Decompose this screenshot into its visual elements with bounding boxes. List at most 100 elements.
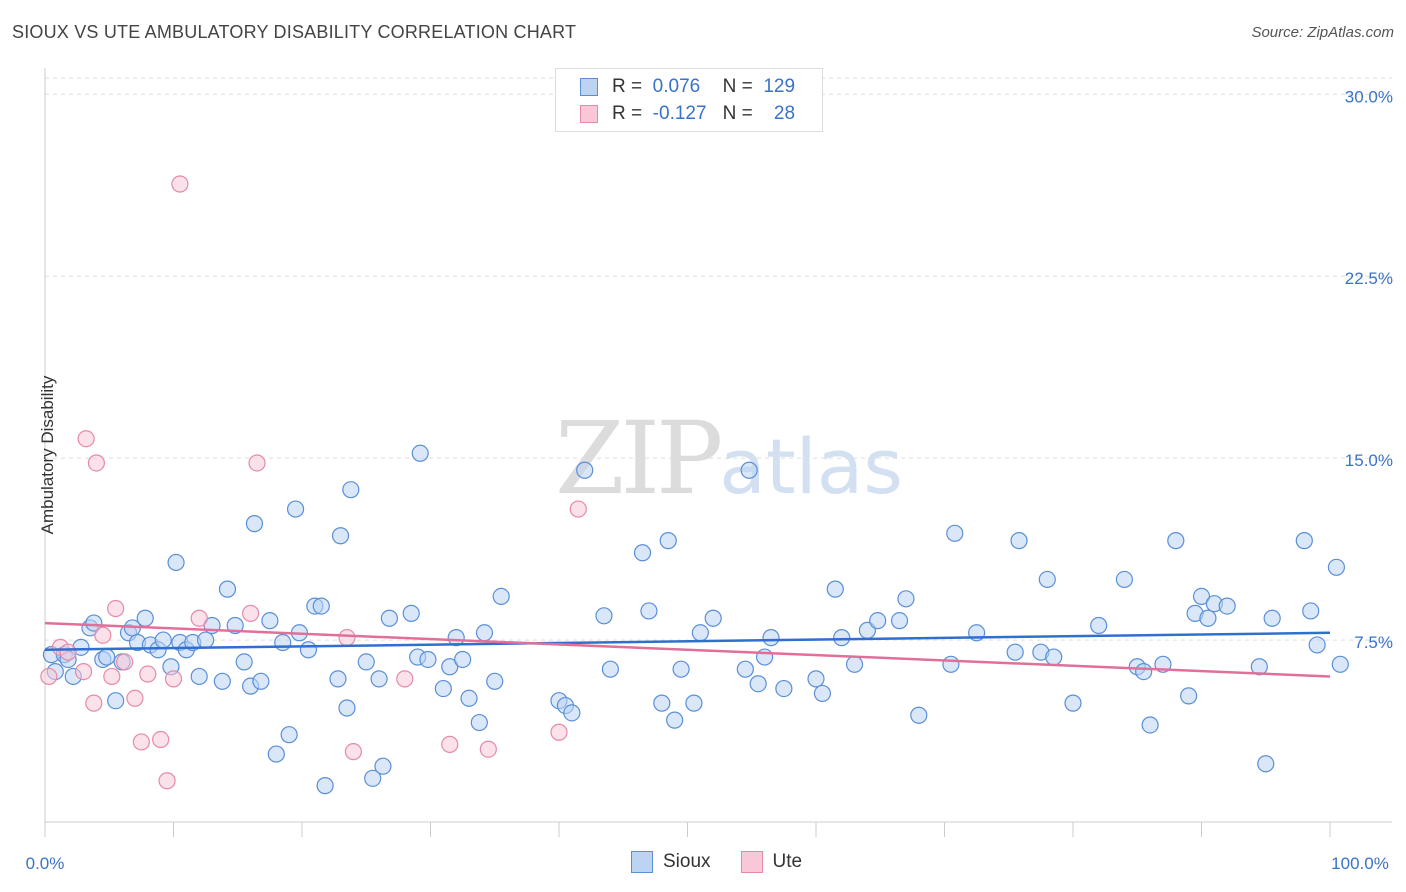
sioux-point bbox=[460, 689, 478, 707]
sioux-point bbox=[197, 631, 215, 649]
ute-point bbox=[158, 772, 176, 790]
sioux-point bbox=[1064, 694, 1082, 712]
sioux-point bbox=[226, 616, 244, 635]
y-tick-label: 7.5% bbox=[1354, 633, 1393, 652]
sioux-point bbox=[441, 658, 459, 676]
legend-n-value: 28 bbox=[773, 103, 796, 124]
sioux-point bbox=[1308, 636, 1326, 654]
legend-item-ute: Ute bbox=[740, 851, 803, 873]
ute-point bbox=[190, 609, 208, 627]
sioux-point bbox=[563, 704, 581, 722]
ute-point bbox=[248, 454, 266, 472]
sioux-point bbox=[1327, 558, 1346, 576]
sioux-point bbox=[672, 660, 690, 678]
ute-swatch bbox=[580, 105, 598, 123]
sioux-point bbox=[1038, 570, 1056, 589]
ute-point bbox=[74, 662, 93, 681]
sioux-point bbox=[1006, 643, 1024, 661]
sioux-point bbox=[154, 631, 172, 649]
sioux-point bbox=[252, 672, 270, 690]
sioux-point bbox=[1199, 609, 1217, 627]
legend-r-label: R = bbox=[612, 103, 643, 124]
sioux-point bbox=[267, 745, 285, 763]
sioux-point bbox=[685, 694, 703, 712]
sioux-point bbox=[601, 660, 620, 678]
sioux-point bbox=[380, 609, 398, 627]
sioux-point bbox=[190, 667, 208, 686]
ute-point bbox=[152, 730, 170, 749]
sioux-point bbox=[826, 580, 844, 598]
sioux-point bbox=[749, 675, 767, 693]
sioux-point bbox=[331, 527, 350, 545]
ute-point bbox=[59, 643, 77, 661]
sioux-point bbox=[312, 597, 330, 615]
sioux-point bbox=[329, 670, 347, 688]
legend-row-ute: R = -0.127 N = 28 bbox=[580, 102, 795, 126]
sioux-point bbox=[338, 699, 356, 717]
sioux-point bbox=[736, 660, 754, 678]
sioux-point bbox=[1090, 616, 1108, 635]
sioux-point bbox=[1192, 587, 1211, 606]
sioux-point bbox=[475, 624, 494, 642]
source-label: Source: ZipAtlas.com bbox=[1251, 24, 1394, 41]
ute-point bbox=[171, 175, 189, 193]
ute-point bbox=[85, 694, 103, 712]
sioux-point bbox=[274, 633, 292, 652]
sioux-point bbox=[299, 641, 318, 659]
sioux-point bbox=[342, 481, 360, 499]
sioux-point bbox=[492, 587, 510, 606]
sioux-point bbox=[666, 711, 684, 729]
y-axis-label: Ambulatory Disability bbox=[38, 375, 57, 535]
sioux-point bbox=[869, 612, 887, 630]
ute-point bbox=[132, 733, 150, 751]
ute-point bbox=[126, 689, 144, 707]
sioux-point bbox=[357, 653, 375, 671]
ute-point bbox=[94, 626, 112, 644]
sioux-point bbox=[942, 655, 960, 673]
sioux-point bbox=[910, 706, 928, 724]
ute-point bbox=[479, 740, 497, 758]
legend-n-label: N = bbox=[722, 103, 753, 124]
sioux-point bbox=[890, 612, 909, 630]
sioux-swatch bbox=[580, 78, 598, 96]
sioux-point bbox=[1180, 687, 1198, 705]
ute-point bbox=[338, 629, 356, 647]
ute-point bbox=[344, 743, 362, 761]
sioux-point bbox=[245, 515, 264, 533]
legend-r-value: -0.127 bbox=[652, 103, 707, 124]
sioux-point bbox=[1218, 597, 1236, 615]
sioux-point bbox=[454, 650, 472, 669]
sioux-point bbox=[576, 461, 594, 479]
sioux-point bbox=[1141, 716, 1159, 734]
legend-label-sioux: Sioux bbox=[663, 851, 711, 872]
legend-label-ute: Ute bbox=[772, 851, 803, 872]
sioux-point bbox=[1135, 662, 1153, 681]
legend-item-sioux: Sioux bbox=[631, 851, 711, 873]
ute-point bbox=[396, 670, 414, 688]
ute-point bbox=[40, 667, 58, 686]
y-tick-label: 22.5% bbox=[1345, 269, 1393, 288]
ute-point bbox=[139, 665, 157, 683]
sioux-point bbox=[411, 444, 429, 462]
sioux-point bbox=[370, 670, 388, 688]
ute-point bbox=[569, 500, 587, 518]
sioux-point bbox=[447, 629, 465, 647]
sioux-point bbox=[946, 524, 964, 542]
ute-point bbox=[441, 735, 459, 753]
sioux-point bbox=[813, 684, 832, 703]
ute-point bbox=[116, 653, 134, 671]
sioux-point bbox=[470, 713, 488, 732]
sioux-point bbox=[1115, 570, 1134, 589]
ute-point bbox=[550, 723, 568, 741]
ute-point bbox=[242, 604, 260, 622]
sioux-point bbox=[316, 777, 334, 795]
sioux-point bbox=[740, 461, 758, 479]
ute-point bbox=[107, 599, 125, 618]
x-tick-label: 0.0% bbox=[26, 854, 65, 873]
sioux-point bbox=[486, 672, 504, 690]
sioux-point bbox=[653, 694, 671, 712]
sioux-trend-line bbox=[44, 631, 1331, 652]
sioux-point bbox=[136, 609, 154, 627]
sioux-point bbox=[1263, 609, 1281, 627]
ute-trend-line bbox=[44, 621, 1331, 678]
